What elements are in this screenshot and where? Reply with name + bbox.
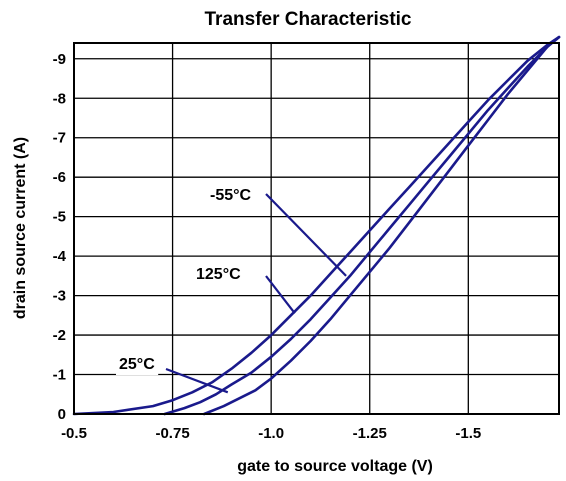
y-tick-label: -5 xyxy=(53,209,66,226)
annotation-label: 125°C xyxy=(196,266,241,283)
y-tick-labels: 0 -1 -2 -3 -4 -5 -6 -7 -8 -9 xyxy=(53,51,67,423)
annotation-layer: -55°C 125°C 25°C xyxy=(116,184,347,394)
y-tick-label: -6 xyxy=(53,169,66,186)
annotation-label: 25°C xyxy=(119,356,155,373)
annotation-leader-line xyxy=(265,193,347,277)
x-axis-label: gate to source voltage (V) xyxy=(237,458,433,475)
y-axis-label: drain source current (A) xyxy=(12,137,29,319)
x-tick-labels: -0.5 -0.75 -1.0 -1.25 -1.5 xyxy=(61,425,481,442)
y-tick-label: -4 xyxy=(53,248,67,265)
series-line-2 xyxy=(163,35,561,416)
curve-layer xyxy=(72,35,561,416)
y-tick-label: -3 xyxy=(53,288,66,305)
y-tick-label: -9 xyxy=(53,51,66,68)
annotation-leader-line xyxy=(165,367,229,394)
y-tick-label: 0 xyxy=(58,406,66,423)
x-tick-label: -0.75 xyxy=(155,425,189,442)
series-line-3 xyxy=(202,35,561,416)
x-tick-label: -1.25 xyxy=(353,425,387,442)
plot-frame xyxy=(73,42,560,415)
annotation-background xyxy=(116,353,159,375)
annotation-background xyxy=(193,263,245,285)
annotation-leader-line xyxy=(265,275,296,315)
y-tick-label: -7 xyxy=(53,130,66,147)
y-tick-label: -2 xyxy=(53,327,66,344)
y-tick-label: -1 xyxy=(53,367,66,384)
series-line-1 xyxy=(72,35,561,416)
x-tick-label: -1.0 xyxy=(258,425,284,442)
x-tick-label: -1.5 xyxy=(455,425,481,442)
y-tick-label: -8 xyxy=(53,90,66,107)
annotation-label: -55°C xyxy=(210,187,252,204)
x-tick-label: -0.5 xyxy=(61,425,87,442)
chart-title: Transfer Characteristic xyxy=(205,9,412,30)
annotation-background xyxy=(207,184,255,206)
